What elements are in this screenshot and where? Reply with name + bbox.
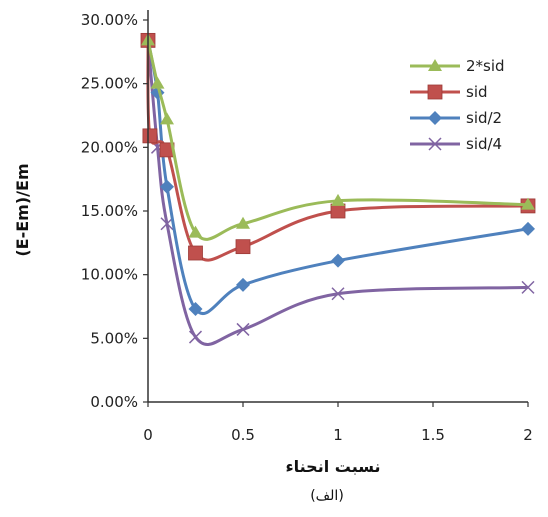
legend-label: sid <box>466 83 488 101</box>
data-point <box>142 128 158 144</box>
data-point <box>188 245 203 261</box>
plot-area <box>140 32 536 347</box>
y-tick-label: 30.00% <box>81 11 138 29</box>
y-tick-label: 10.00% <box>81 266 138 284</box>
legend-marker <box>428 137 442 151</box>
data-point <box>331 193 345 206</box>
legend-marker <box>428 111 442 125</box>
x-tick-label: 0.5 <box>231 426 255 444</box>
data-point <box>330 203 346 219</box>
data-point <box>160 112 174 125</box>
y-tick-label: 25.00% <box>81 75 138 93</box>
data-point <box>235 239 251 255</box>
series-line-sid/2 <box>146 40 529 315</box>
figure-caption: (الف) <box>310 488 344 504</box>
data-point <box>188 225 203 238</box>
x-tick-label: 2 <box>523 426 533 444</box>
data-point <box>521 280 535 294</box>
x-tick-label: 0 <box>143 426 153 444</box>
data-point <box>331 253 345 268</box>
y-tick-label: 5.00% <box>90 329 138 347</box>
legend-marker <box>427 84 443 100</box>
data-point <box>150 76 165 89</box>
data-point <box>236 277 250 292</box>
data-point <box>160 179 174 194</box>
y-axis-title: (E-Em)/Em <box>13 163 32 256</box>
data-point <box>188 302 203 317</box>
legend-marker <box>428 59 442 71</box>
x-tick-label: 1 <box>333 426 343 444</box>
y-tick-label: 15.00% <box>81 202 138 220</box>
x-axis-title: نسبت انحناء <box>285 457 380 476</box>
data-point <box>521 221 535 236</box>
data-point <box>521 197 535 210</box>
data-point <box>236 216 250 229</box>
legend-label: sid/4 <box>466 135 502 153</box>
data-point <box>236 322 250 336</box>
data-point <box>188 330 203 344</box>
y-tick-label: 20.00% <box>81 138 138 156</box>
y-tick-label: 0.00% <box>90 393 138 411</box>
x-tick-label: 1.5 <box>421 426 445 444</box>
legend-label: sid/2 <box>466 109 502 127</box>
axes: 0.00% 5.00% 10.00% 15.00% 20.00% 25.00% 30.00%… <box>81 10 533 444</box>
legend-label: 2*sid <box>466 57 505 75</box>
data-point <box>331 287 345 301</box>
legend: 2*sid sid sid/2 sid/4 <box>410 57 505 153</box>
